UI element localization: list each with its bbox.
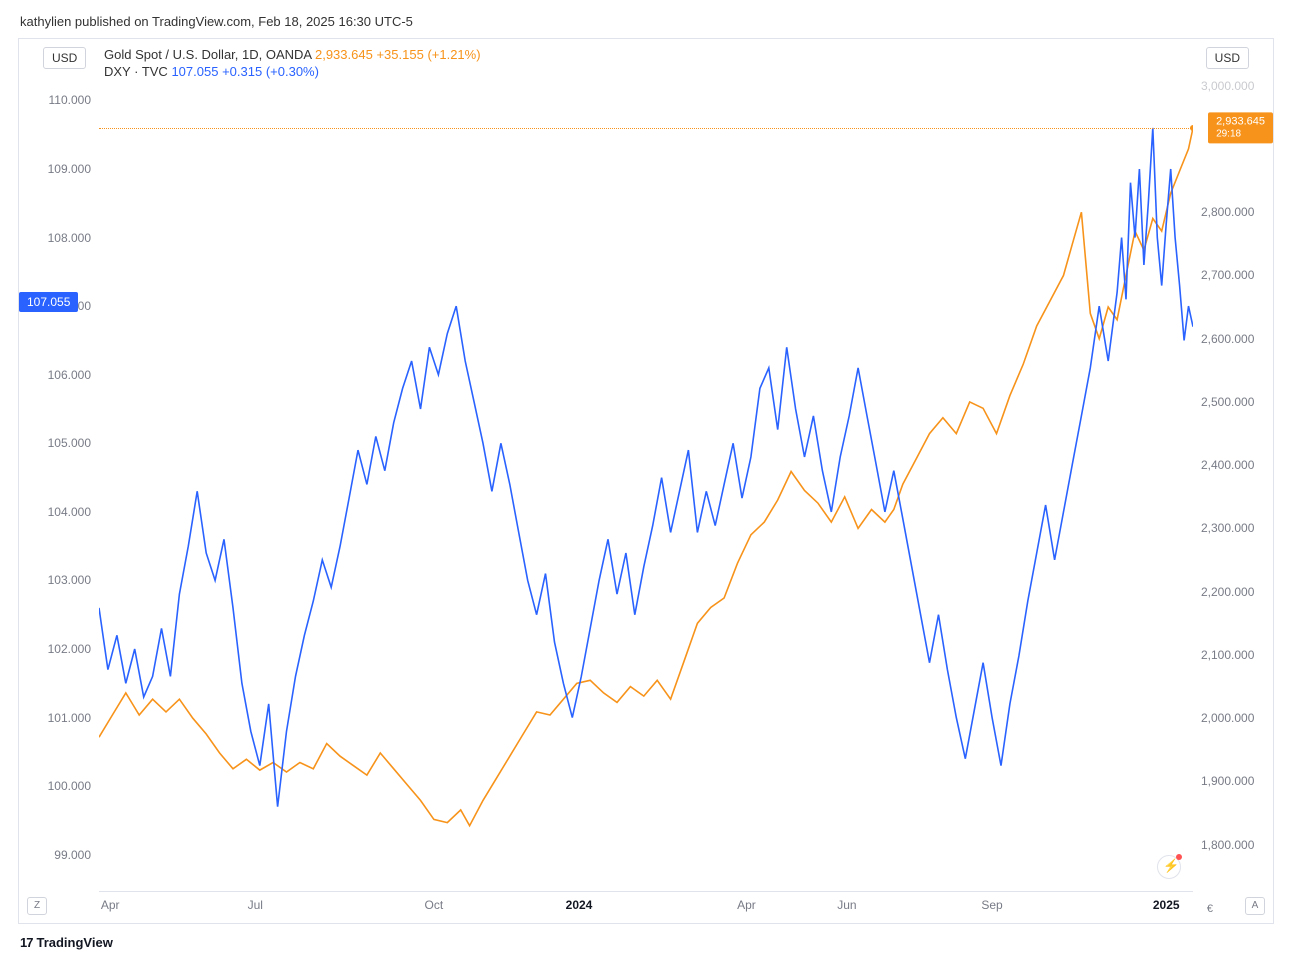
dxy-series-line: [99, 128, 1193, 807]
left-axis-tick: 110.000: [43, 93, 98, 107]
x-axis-tick: 2024: [566, 898, 593, 912]
left-currency-badge[interactable]: USD: [43, 47, 86, 69]
left-axis-tick: 108.000: [42, 231, 97, 245]
right-currency-badge[interactable]: USD: [1206, 47, 1249, 69]
x-axis-tick: Apr: [737, 898, 756, 912]
price-dotted-line: [99, 128, 1193, 129]
right-axis-tick: 2,200.000: [1195, 585, 1260, 599]
series2-header: DXY · TVC 107.055 +0.315 (+0.30%): [104, 64, 481, 79]
series-header: Gold Spot / U.S. Dollar, 1D, OANDA 2,933…: [104, 47, 481, 79]
gold-price-marker: 2,933.645 29:18: [1208, 112, 1273, 143]
x-axis: Apr Jul Oct 2024 Apr Jun Sep 2025: [99, 891, 1193, 923]
right-axis-tick: 2,800.000: [1195, 205, 1260, 219]
series1-name[interactable]: Gold Spot / U.S. Dollar, 1D, OANDA: [104, 47, 311, 62]
series1-value: 2,933.645: [315, 47, 373, 62]
x-axis-tick: Apr: [101, 898, 120, 912]
flash-icon[interactable]: [1157, 855, 1181, 879]
dxy-price-marker: 107.055: [19, 292, 78, 312]
left-axis-tick: 109.000: [42, 162, 97, 176]
x-axis-tick: Oct: [425, 898, 444, 912]
right-axis-tick: 2,100.000: [1195, 648, 1260, 662]
series2-pct: (+0.30%): [266, 64, 319, 79]
plot-area[interactable]: [99, 73, 1193, 889]
x-axis-tick: 2025: [1153, 898, 1180, 912]
right-axis-tick: 3,000.000: [1195, 79, 1260, 93]
gold-series-line: [99, 128, 1193, 826]
x-axis-tick: Jul: [248, 898, 263, 912]
e-label: €: [1207, 903, 1213, 915]
right-axis-tick: 1,900.000: [1195, 774, 1260, 788]
right-axis-tick: 2,700.000: [1195, 268, 1260, 282]
right-axis-tick: 2,300.000: [1195, 521, 1260, 535]
series1-pct: (+1.21%): [427, 47, 480, 62]
auto-scale-button[interactable]: A: [1245, 897, 1265, 915]
x-axis-tick: Jun: [837, 898, 856, 912]
series2-name[interactable]: DXY · TVC: [104, 64, 168, 79]
series2-change: +0.315: [222, 64, 262, 79]
countdown: 29:18: [1216, 128, 1265, 140]
left-axis-tick: 101.000: [42, 711, 97, 725]
series1-header: Gold Spot / U.S. Dollar, 1D, OANDA 2,933…: [104, 47, 481, 62]
right-y-axis: 3,000.000 2,800.000 2,700.000 2,600.000 2,50…: [1195, 73, 1273, 889]
author: kathylien: [20, 14, 71, 29]
left-axis-tick: 100.000: [42, 779, 97, 793]
left-axis-tick: 106.000: [42, 368, 97, 382]
left-axis-tick: 103.000: [42, 573, 97, 587]
x-axis-tick: Sep: [981, 898, 1002, 912]
publish-info: kathylien published on TradingView.com, …: [20, 14, 413, 29]
series1-change: +35.155: [376, 47, 423, 62]
left-axis-tick: 99.000: [48, 848, 97, 862]
site: TradingView.com: [152, 14, 251, 29]
chart-container: USD USD Gold Spot / U.S. Dollar, 1D, OAN…: [18, 38, 1274, 924]
timezone-button[interactable]: Z: [27, 897, 47, 915]
left-axis-tick: 104.000: [42, 505, 97, 519]
tv-logo-icon: 17: [20, 935, 32, 950]
right-axis-tick: 2,500.000: [1195, 395, 1260, 409]
brand-footer[interactable]: 17TradingView: [20, 935, 113, 950]
left-axis-tick: 102.000: [42, 642, 97, 656]
left-y-axis: 110.000109.000108.000107.000106.000105.0…: [19, 73, 97, 889]
left-axis-tick: 105.000: [42, 436, 97, 450]
right-axis-tick: 2,000.000: [1195, 711, 1260, 725]
right-axis-tick: 2,600.000: [1195, 332, 1260, 346]
chart-svg: [99, 73, 1193, 889]
right-axis-tick: 2,400.000: [1195, 458, 1260, 472]
right-axis-tick: 1,800.000: [1195, 838, 1260, 852]
series2-value: 107.055: [171, 64, 218, 79]
